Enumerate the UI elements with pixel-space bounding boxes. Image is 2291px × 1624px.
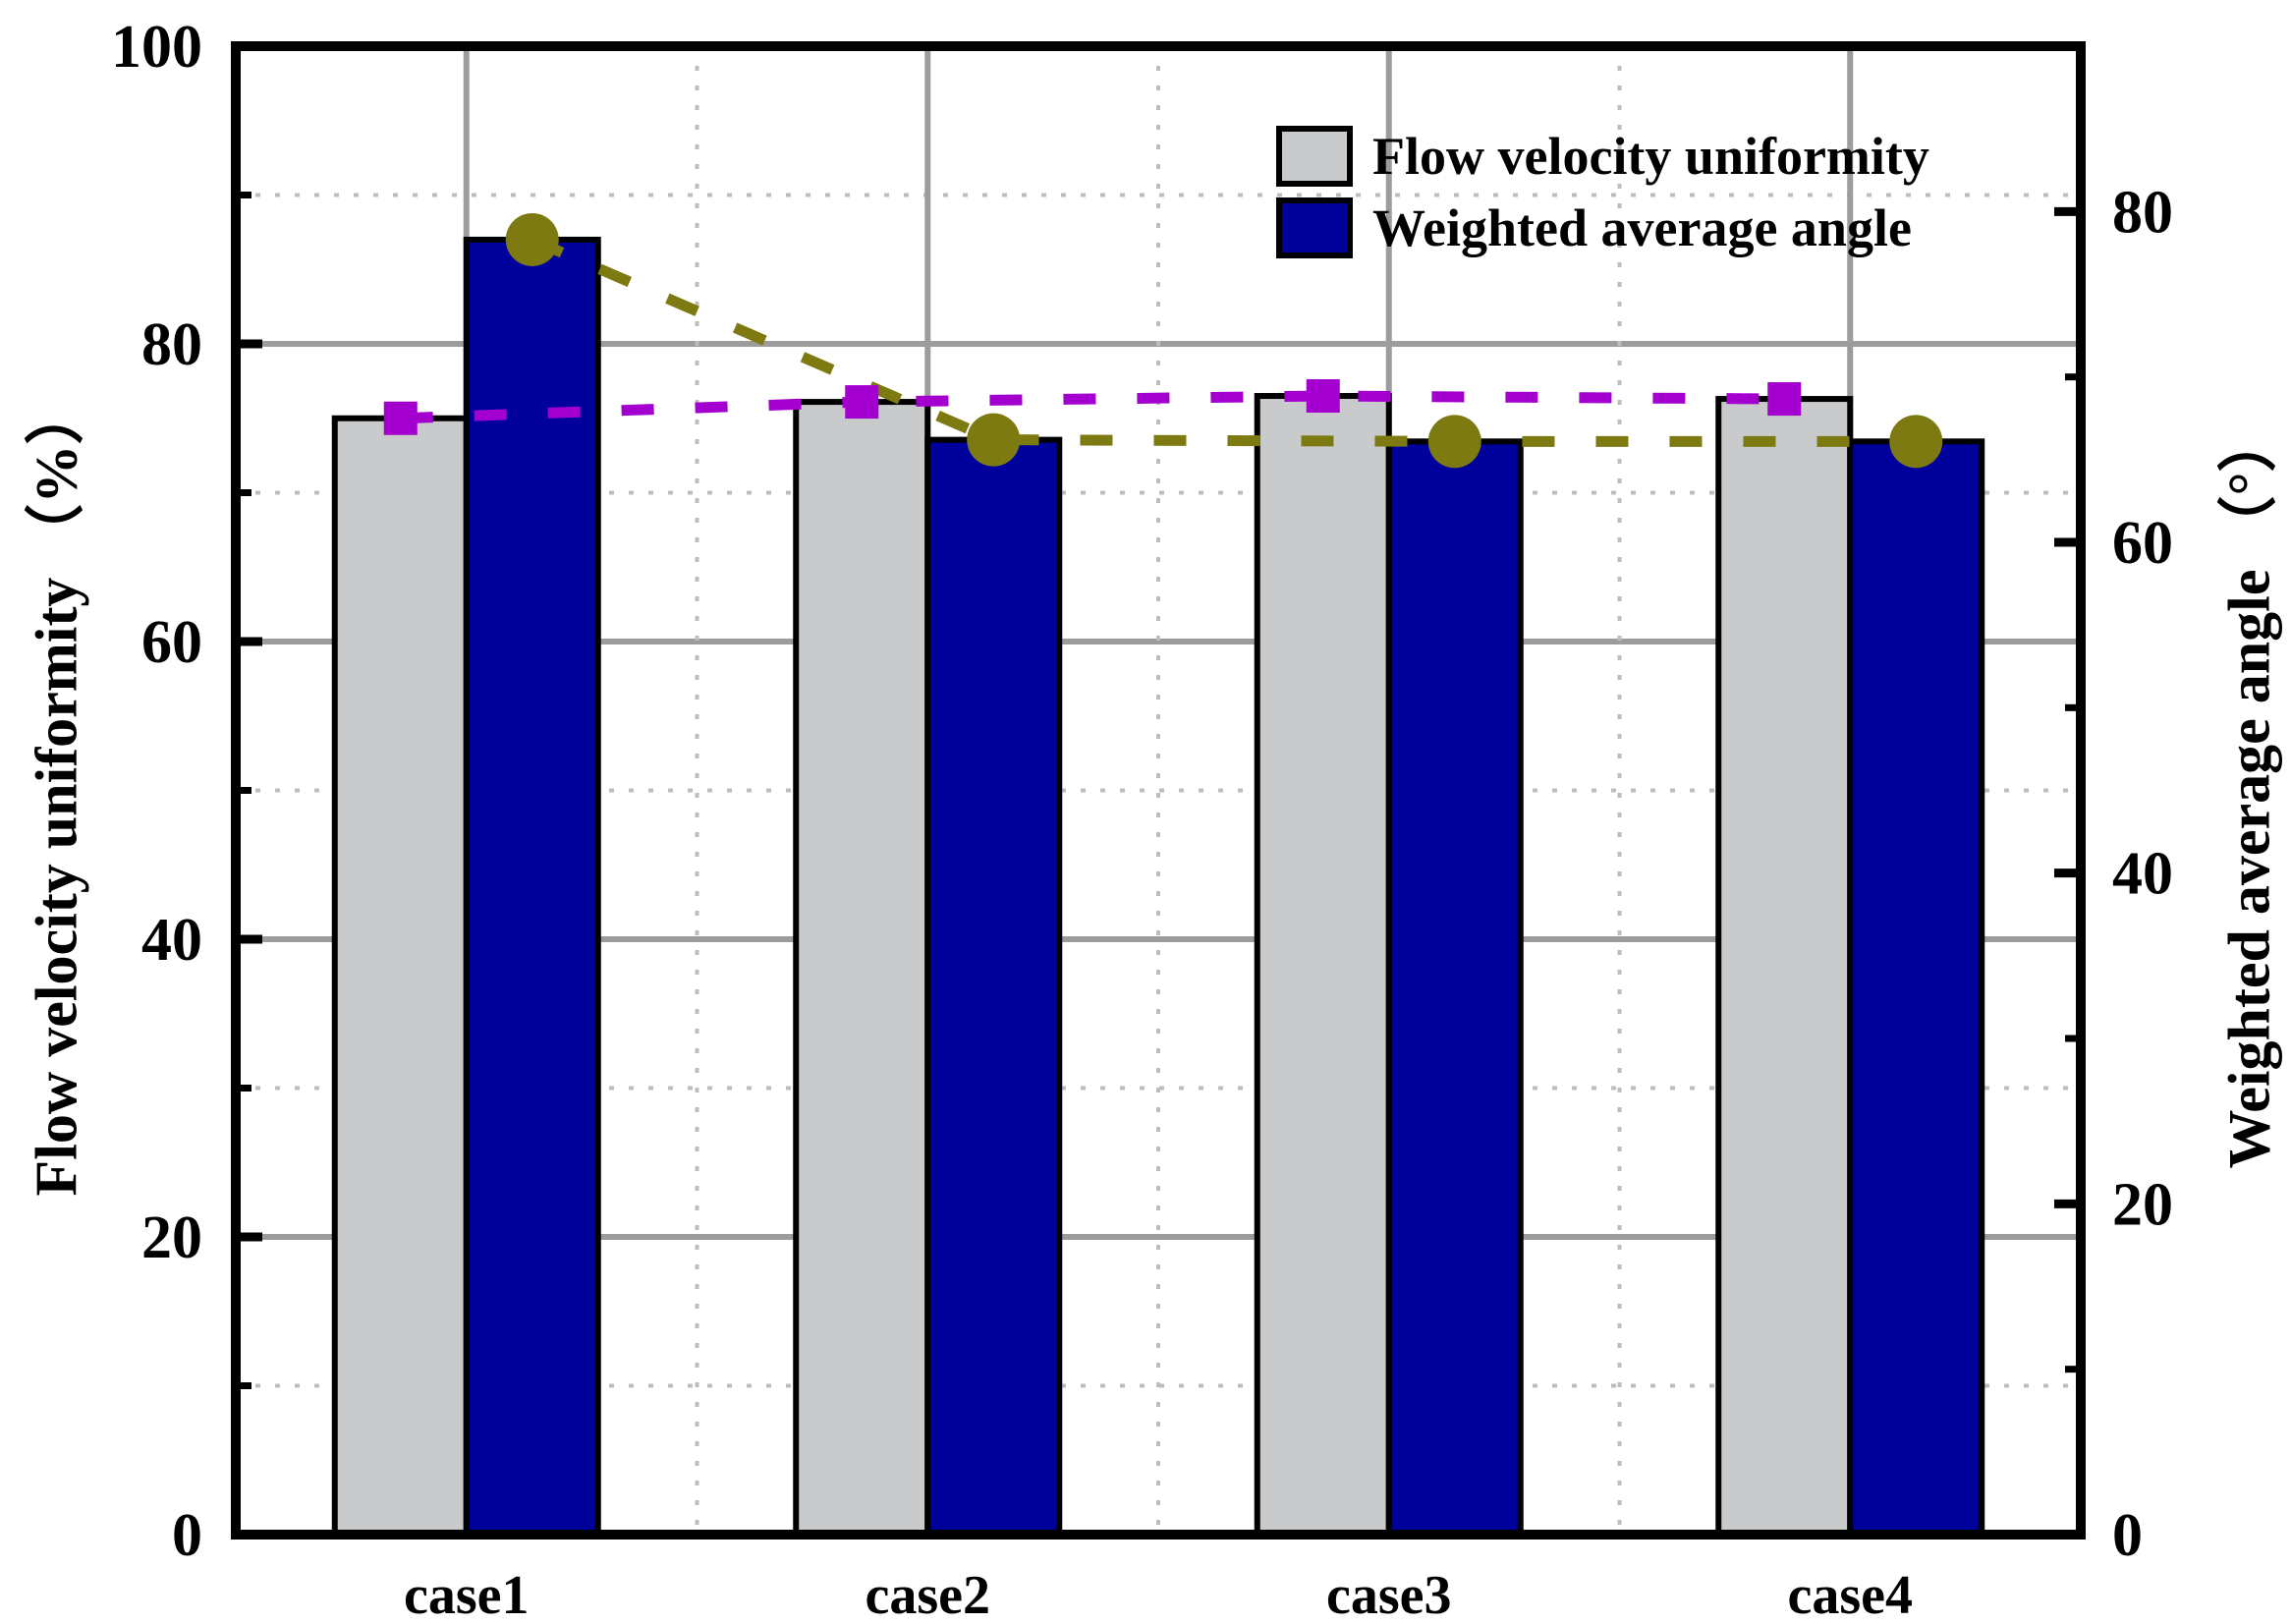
x-label-case2: case2 bbox=[865, 1565, 990, 1624]
marker-uniformity-case1 bbox=[383, 401, 418, 435]
tick-label-right-60: 60 bbox=[2112, 510, 2173, 577]
tick-label-right-80: 80 bbox=[2112, 179, 2173, 246]
line-angle bbox=[530, 234, 1917, 447]
x-label-case4: case4 bbox=[1787, 1565, 1913, 1624]
tick-label-left-0: 0 bbox=[172, 1502, 202, 1569]
bar-uniformity-case3 bbox=[1254, 393, 1392, 1538]
legend-label-uniformity: Flow velocity uniformity bbox=[1372, 127, 1929, 186]
tick-label-left-100: 100 bbox=[111, 14, 202, 81]
x-label-case3: case3 bbox=[1326, 1565, 1452, 1624]
marker-uniformity-case2 bbox=[845, 385, 879, 420]
tick-label-left-20: 20 bbox=[141, 1204, 202, 1271]
marker-uniformity-case3 bbox=[1306, 379, 1340, 414]
right-axis-title: Weighted average angle （°） bbox=[2216, 413, 2282, 1169]
marker-uniformity-case4 bbox=[1767, 382, 1802, 417]
tick-label-right-0: 0 bbox=[2112, 1502, 2143, 1569]
legend: Flow velocity uniformity Weighted averag… bbox=[1276, 126, 1929, 258]
bar-uniformity-case1 bbox=[331, 415, 470, 1538]
x-label-case1: case1 bbox=[404, 1565, 530, 1624]
bar-uniformity-case2 bbox=[793, 399, 931, 1539]
tick-label-right-40: 40 bbox=[2112, 841, 2173, 908]
bar-angle-case4 bbox=[1847, 438, 1985, 1539]
legend-label-angle: Weighted average angle bbox=[1372, 198, 1912, 257]
line-uniformity bbox=[400, 390, 1785, 424]
legend-swatch-angle bbox=[1276, 197, 1353, 258]
bar-angle-case2 bbox=[924, 436, 1063, 1539]
marker-angle-case1 bbox=[505, 212, 559, 266]
legend-swatch-uniformity bbox=[1276, 126, 1353, 187]
bar-uniformity-case4 bbox=[1715, 396, 1854, 1538]
marker-angle-case4 bbox=[1889, 415, 1943, 469]
bar-angle-case1 bbox=[463, 236, 601, 1539]
left-axis-title: Flow velocity uniformity （%） bbox=[24, 385, 89, 1197]
tick-label-left-60: 60 bbox=[141, 609, 202, 676]
tick-label-right-20: 20 bbox=[2112, 1171, 2173, 1238]
legend-item-uniformity: Flow velocity uniformity bbox=[1276, 126, 1929, 187]
legend-item-angle: Weighted average angle bbox=[1276, 197, 1929, 258]
tick-label-left-80: 80 bbox=[141, 311, 202, 378]
marker-angle-case3 bbox=[1427, 415, 1481, 469]
marker-angle-case2 bbox=[967, 413, 1021, 467]
bar-angle-case3 bbox=[1385, 438, 1524, 1539]
tick-label-left-40: 40 bbox=[141, 907, 202, 974]
